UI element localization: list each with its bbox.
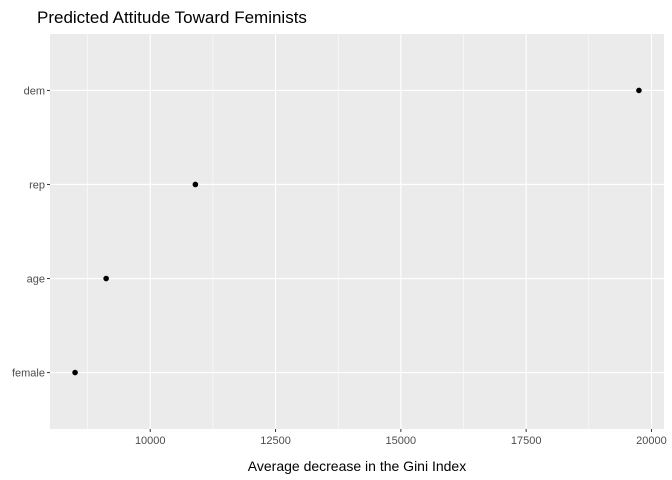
chart-title: Predicted Attitude Toward Feminists [37,8,307,27]
x-tick-label: 17500 [511,435,542,447]
plot-panel [50,34,664,429]
y-tick-label-dem: dem [24,85,45,97]
y-tick-label-female: female [12,368,45,380]
x-tick-label: 10000 [135,435,166,447]
data-point-dem [636,87,642,94]
x-tick-label: 20000 [636,435,667,447]
data-point-female [72,369,78,376]
data-point-rep [192,181,199,188]
y-tick-label-rep: rep [29,179,45,191]
x-tick-label: 15000 [386,435,417,447]
x-axis-title: Average decrease in the Gini Index [248,458,466,474]
x-axis-ticks: 10000 12500 15000 17500 20000 [135,429,667,447]
y-tick-label-age: age [27,274,45,286]
data-points [72,87,642,376]
grid [50,34,664,429]
data-point-age [103,275,109,282]
x-tick-label: 12500 [260,435,291,447]
y-axis-ticks: female age rep dem [12,85,50,380]
